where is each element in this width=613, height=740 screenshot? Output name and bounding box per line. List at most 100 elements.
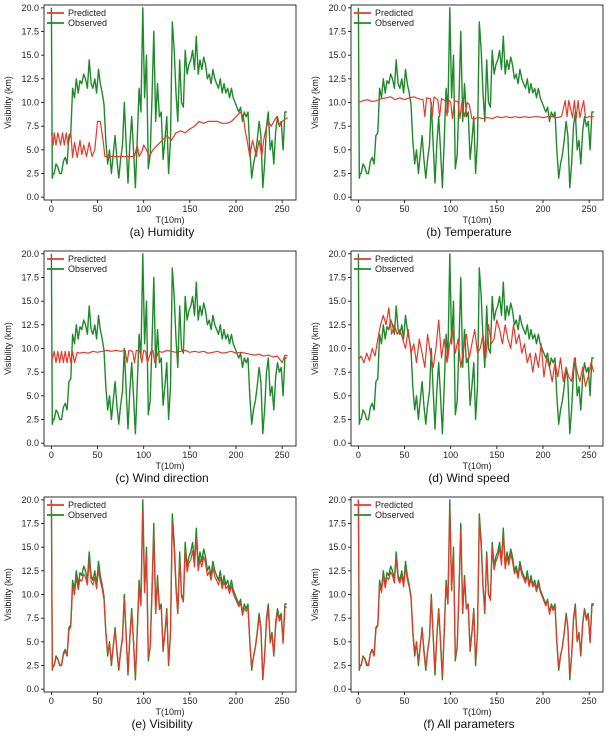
- y-tick-label: 12.5: [328, 320, 346, 330]
- y-axis-label: Visibility (km): [310, 568, 320, 621]
- x-tick-label: 0: [356, 450, 361, 460]
- y-tick-label: 17.5: [328, 27, 346, 37]
- x-tick-label: 100: [443, 450, 458, 460]
- panel-caption: (a) Humidity: [130, 225, 195, 239]
- x-tick-label: 150: [182, 696, 197, 706]
- series-line-observed: [50, 253, 287, 435]
- y-tick-label: 5.0: [333, 391, 346, 401]
- y-tick-label: 12.5: [328, 566, 346, 576]
- y-tick-label: 5.0: [26, 391, 39, 401]
- x-tick-label: 200: [228, 204, 243, 214]
- x-tick-label: 250: [275, 696, 290, 706]
- y-tick-label: 12.5: [21, 320, 39, 330]
- x-tick-label: 0: [49, 204, 54, 214]
- y-tick-label: 20.0: [21, 3, 39, 13]
- y-tick-label: 0.0: [333, 684, 346, 694]
- x-tick-label: 100: [136, 696, 151, 706]
- series-line-predicted: [357, 307, 595, 387]
- panel-caption: (f) All parameters: [423, 717, 514, 731]
- legend-label-observed: Observed: [68, 510, 107, 520]
- y-tick-label: 0.0: [333, 438, 346, 448]
- panel-wind-speed: 0 50 100 150 200 250 0.0 2.5 5.0 7.5 10.0 12.5 15.0 1…: [310, 249, 604, 485]
- y-tick-label: 12.5: [328, 74, 346, 84]
- y-tick-label: 2.5: [333, 414, 346, 424]
- x-axis-label: T(10m): [463, 707, 492, 717]
- x-tick-label: 50: [400, 450, 410, 460]
- x-tick-label: 50: [93, 204, 103, 214]
- y-tick-label: 0.0: [333, 192, 346, 202]
- x-tick-label: 250: [582, 696, 597, 706]
- y-tick-label: 0.0: [26, 438, 39, 448]
- y-tick-label: 5.0: [333, 637, 346, 647]
- y-tick-label: 20.0: [21, 249, 39, 259]
- legend-label-predicted: Predicted: [68, 254, 106, 264]
- y-tick-label: 7.5: [26, 613, 39, 623]
- y-tick-label: 7.5: [333, 121, 346, 131]
- series-line-predicted: [357, 499, 595, 677]
- plot-frame: [43, 496, 297, 693]
- y-tick-label: 10.0: [21, 98, 39, 108]
- legend-label-observed: Observed: [68, 264, 107, 274]
- y-tick-label: 7.5: [333, 367, 346, 377]
- y-tick-label: 10.0: [328, 344, 346, 354]
- x-axis-label: T(10m): [463, 461, 492, 471]
- plot-frame: [43, 4, 297, 201]
- y-tick-label: 5.0: [26, 145, 39, 155]
- legend-label-predicted: Predicted: [375, 8, 413, 18]
- panel-temperature: 0 50 100 150 200 250 0.0 2.5 5.0 7.5 10.0 12.5 15.0 1…: [310, 3, 604, 239]
- plot-frame: [43, 250, 297, 447]
- y-tick-label: 10.0: [21, 344, 39, 354]
- panel-caption: (e) Visibility: [131, 717, 192, 731]
- y-tick-label: 12.5: [21, 566, 39, 576]
- y-tick-label: 15.0: [21, 542, 39, 552]
- legend-label-observed: Observed: [375, 18, 414, 28]
- x-axis-label: T(10m): [156, 707, 185, 717]
- y-tick-label: 15.0: [328, 296, 346, 306]
- y-tick-label: 17.5: [328, 273, 346, 283]
- y-tick-label: 15.0: [328, 542, 346, 552]
- y-tick-label: 15.0: [21, 296, 39, 306]
- x-tick-label: 0: [49, 450, 54, 460]
- series-line-predicted: [50, 349, 288, 364]
- plot-frame: [350, 496, 604, 693]
- y-tick-label: 2.5: [26, 660, 39, 670]
- legend-label-predicted: Predicted: [68, 500, 106, 510]
- legend-label-observed: Observed: [68, 18, 107, 28]
- legend-label-predicted: Predicted: [375, 500, 413, 510]
- y-tick-label: 20.0: [328, 3, 346, 13]
- y-tick-label: 0.0: [26, 192, 39, 202]
- y-tick-label: 15.0: [328, 50, 346, 60]
- x-tick-label: 200: [535, 204, 550, 214]
- x-tick-label: 0: [49, 696, 54, 706]
- panel-all-parameters: 0 50 100 150 200 250 0.0 2.5 5.0 7.5 10.0 12.5 15.0 1…: [310, 495, 604, 731]
- x-tick-label: 250: [275, 204, 290, 214]
- y-tick-label: 10.0: [328, 590, 346, 600]
- x-tick-label: 50: [93, 696, 103, 706]
- y-tick-label: 10.0: [21, 590, 39, 600]
- panel-caption: (c) Wind direction: [115, 471, 208, 485]
- x-tick-label: 200: [535, 450, 550, 460]
- x-axis-label: T(10m): [156, 461, 185, 471]
- y-axis-label: Visibility (km): [3, 76, 13, 129]
- series-line-observed: [357, 7, 594, 189]
- y-axis-label: Visibility (km): [310, 76, 320, 129]
- legend-label-observed: Observed: [375, 510, 414, 520]
- panel-humidity: 0 50 100 150 200 250 0.0 2.5 5.0 7.5 10.0 12.5 15.0 1…: [3, 3, 297, 239]
- y-axis-label: Visibility (km): [3, 568, 13, 621]
- y-tick-label: 17.5: [21, 519, 39, 529]
- x-tick-label: 250: [275, 450, 290, 460]
- x-tick-label: 150: [489, 450, 504, 460]
- y-tick-label: 20.0: [21, 495, 39, 505]
- y-tick-label: 7.5: [333, 613, 346, 623]
- y-tick-label: 2.5: [26, 414, 39, 424]
- series-line-predicted: [50, 499, 288, 678]
- series-line-observed: [50, 7, 287, 189]
- y-tick-label: 0.0: [26, 684, 39, 694]
- legend-label-predicted: Predicted: [375, 254, 413, 264]
- y-tick-label: 17.5: [328, 519, 346, 529]
- x-tick-label: 50: [400, 696, 410, 706]
- x-tick-label: 150: [182, 450, 197, 460]
- y-tick-label: 10.0: [328, 98, 346, 108]
- x-tick-label: 100: [443, 696, 458, 706]
- x-tick-label: 150: [489, 696, 504, 706]
